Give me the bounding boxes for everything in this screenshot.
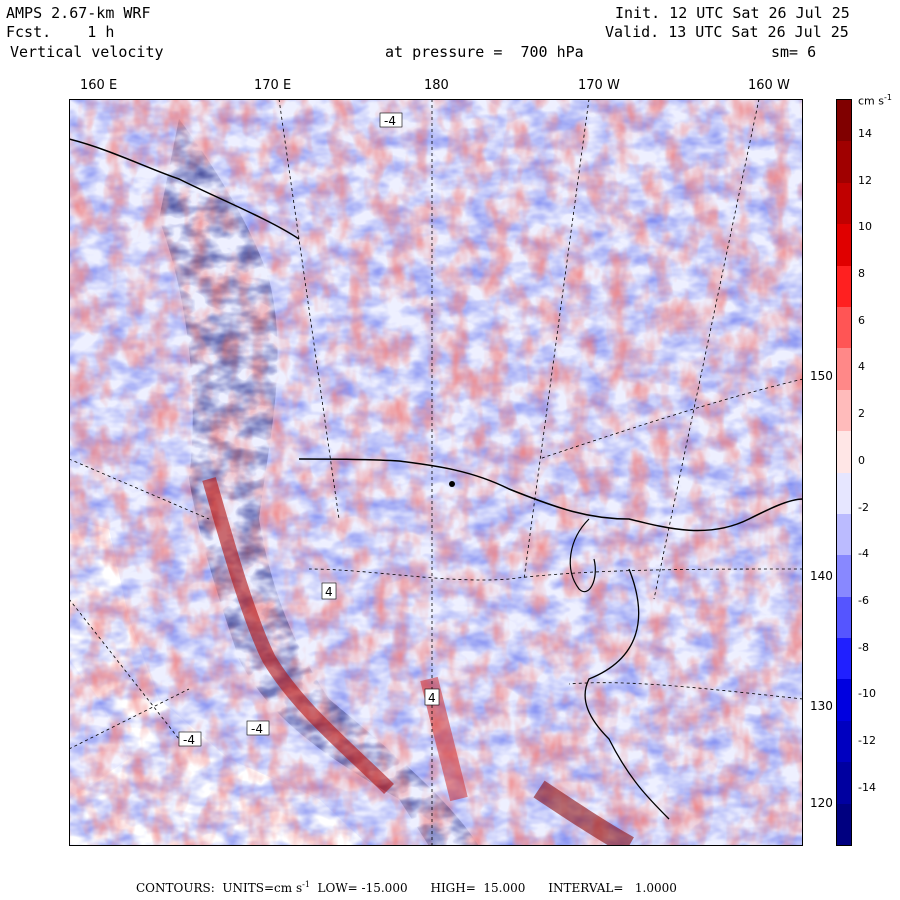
mountain-wave-band [159,119,479,846]
colorbar-tick-label: -8 [858,640,869,654]
map-frame [69,99,803,846]
map-panel: -4 -4 -4 4 4 [69,99,803,846]
colorbar-swatch [837,638,851,680]
ice-shelf-edge [584,568,670,820]
lon-label-170e: 170 E [254,78,292,93]
colorbar-tick-label: -12 [858,733,876,747]
colorbar-swatch [837,720,851,763]
contour-info-text: CONTOURS: UNITS=cm s [136,881,303,895]
contour-info: CONTOURS: UNITS=cm s-1 LOW= -15.000 HIGH… [136,880,677,895]
model-title: AMPS 2.67-km WRF [6,4,151,22]
lon-label-170w: 170 W [578,78,620,93]
colorbar-swatch [837,555,851,598]
colorbar-swatch [837,679,851,722]
contour-label-neg4-lower: -4 [183,733,195,747]
contour-label-pos4-plume: 4 [428,691,436,705]
colorbar-tick-label: 6 [858,313,865,327]
colorbar [836,99,852,846]
colorbar-tick-label: -4 [858,547,869,561]
vertical-velocity-map: -4 -4 -4 4 4 [69,99,803,846]
colorbar-unit-text: cm s [858,94,884,108]
colorbar-swatch [837,182,851,225]
colorbar-swatch [837,389,851,432]
coastal-updraft [533,780,634,846]
colorbar-swatch [837,762,851,805]
colorbar-tick-label: 4 [858,360,865,374]
colorbar-swatch [837,224,851,267]
colorbar-tick-label: 8 [858,267,865,281]
colorbar-unit: cm s-1 [858,93,892,108]
variable-title: Vertical velocity [10,43,164,61]
lon-label-160e: 160 E [80,78,118,93]
contour-info-exp: -1 [302,880,310,889]
contour-info-range: LOW= -15.000 HIGH= 15.000 INTERVAL= 1.00… [309,881,677,895]
forecast-label: Fcst. 1 h [6,23,114,41]
coastline [69,138,803,532]
lon-label-160w: 160 W [748,78,790,93]
colorbar-tick-label: 10 [858,220,872,234]
contour-label-pos4: 4 [325,585,333,599]
coastline-inlet [569,518,596,593]
colorbar-swatch [837,141,851,184]
colorbar-swatch [837,100,851,142]
colorbar-tick-label: -14 [858,780,876,794]
station-marker [449,481,455,487]
colorbar-unit-exp: -1 [884,93,892,102]
colorbar-swatch [837,348,851,391]
pressure-level: at pressure = 700 hPa [385,43,584,61]
colorbar-swatch [837,265,851,308]
forecast-hour: 1 h [87,23,115,41]
contour-label-neg4: -4 [384,114,396,128]
smoothing-value: sm= 6 [771,43,817,61]
contour-label-neg4-mid: -4 [251,722,263,736]
colorbar-tick-label: -2 [858,500,869,514]
colorbar-swatch [837,306,851,349]
colorbar-tick-label: -6 [858,593,869,607]
colorbar-tick-label: 14 [858,127,872,141]
colorbar-tick-label: 12 [858,173,872,187]
colorbar-tick-label: -10 [858,687,876,701]
forecast-label-text: Fcst. [6,23,52,41]
lon-label-180: 180 [424,78,449,93]
graticule [69,99,803,846]
colorbar-swatch [837,596,851,639]
valid-time: Valid. 13 UTC Sat 26 Jul 25 [605,23,849,41]
colorbar-swatch [837,472,851,515]
init-time: Init. 12 UTC Sat 26 Jul 25 [615,4,850,22]
strong-updraft-band [202,477,394,794]
contour-labels: -4 -4 -4 4 4 [178,112,440,747]
colorbar-tick-label: 2 [858,407,865,421]
colorbar-tick-label: 0 [858,453,865,467]
colorbar-swatch [837,431,851,473]
colorbar-swatch [837,513,851,556]
colorbar-swatch [837,803,851,846]
